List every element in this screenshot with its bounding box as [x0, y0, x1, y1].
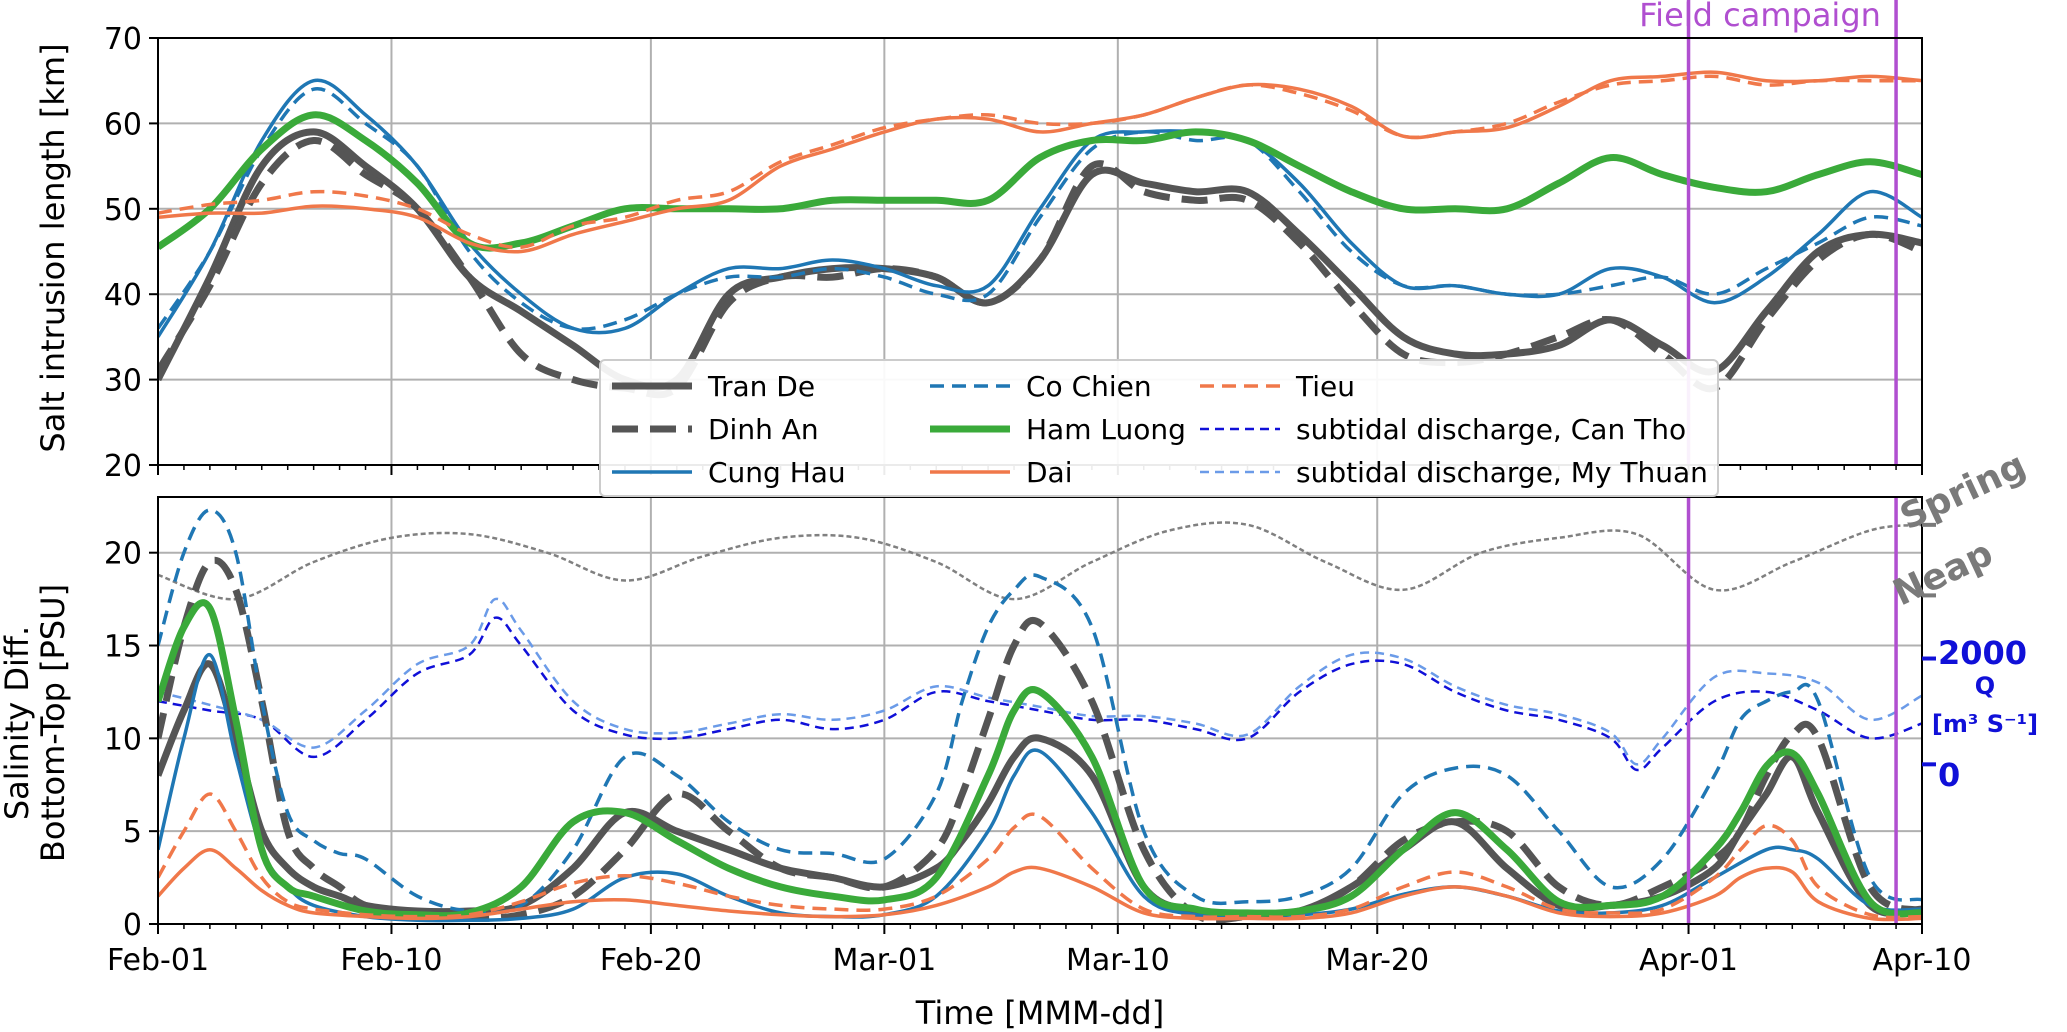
- series-line-ham-luong: [158, 111, 1922, 252]
- y-tick-label: 70: [104, 22, 142, 57]
- y-tick-label: 10: [104, 722, 142, 757]
- top-ylabel: Salt intrusion length [km]: [34, 43, 72, 452]
- series-line-tran-de: [158, 660, 1922, 919]
- series-line-dai: [158, 70, 1922, 254]
- bottom-ylabel-line2: Bottom-Top [PSU]: [34, 584, 72, 862]
- x-tick-label: Feb-20: [600, 943, 702, 978]
- xlabel: Time [MMM-dd]: [915, 994, 1164, 1032]
- series-line-dai: [158, 847, 1922, 922]
- x-tick-label: Feb-10: [340, 943, 442, 978]
- series-line-tieu: [158, 74, 1922, 250]
- bottom-ylabel-line1: Salinity Diff.: [0, 626, 36, 820]
- x-tick-label: Mar-01: [833, 943, 937, 978]
- series-line-ham-luong: [158, 599, 1922, 920]
- series-group: [158, 70, 1922, 399]
- legend-label-subtidal-discharge-can-tho: subtidal discharge, Can Tho: [1296, 413, 1686, 446]
- y-tick-label: 0: [123, 908, 142, 943]
- y-tick-label: 15: [104, 630, 142, 665]
- discharge-tick-high: 2000: [1938, 634, 2027, 672]
- x-tick-label: Feb-01: [107, 943, 209, 978]
- y-tick-label: 40: [104, 278, 142, 313]
- y-tick-label: 5: [123, 815, 142, 850]
- spring-label: Spring: [1894, 445, 2032, 538]
- legend-label-subtidal-discharge-my-thuan: subtidal discharge, My Thuan: [1296, 456, 1708, 489]
- series-line-tieu: [158, 792, 1922, 920]
- x-tick-label: Apr-01: [1639, 943, 1738, 978]
- top-panel: 20 30 40 50 60 70: [104, 0, 1923, 484]
- series-line-co-chien: [158, 87, 1922, 331]
- legend-label-dai: Dai: [1026, 456, 1073, 489]
- legend-label-co-chien: Co Chien: [1026, 370, 1152, 403]
- series-line-cung-hau: [158, 653, 1922, 923]
- discharge-tick-low: 0: [1938, 756, 1960, 794]
- series-line-subtidal-discharge-can-tho: [158, 616, 1922, 772]
- y-tick-label: 50: [104, 193, 142, 228]
- y-tick-label: 60: [104, 107, 142, 142]
- legend-label-cung-hau: Cung Hau: [708, 456, 846, 489]
- legend-box: [599, 359, 1719, 497]
- x-tick-label: Apr-10: [1873, 943, 1972, 978]
- discharge-label-q: Q: [1975, 672, 1995, 700]
- legend: Tran De Dinh An Cung Hau Co Chien Ham Luong D…: [599, 359, 1719, 497]
- series-line-dinh-an: [158, 556, 1922, 924]
- y-tick-label: 20: [104, 537, 142, 572]
- series-group: [158, 508, 1922, 924]
- x-tick-label: Mar-10: [1066, 943, 1170, 978]
- series-line-subtidal-discharge-my-thuan: [158, 597, 1922, 766]
- y-tick-label: 30: [104, 364, 142, 399]
- field-campaign-label: Field campaign: [1639, 0, 1881, 34]
- series-line-co-chien: [158, 508, 1922, 915]
- neap-label: Neap: [1887, 533, 1999, 614]
- bottom-panel: 0 5 10 15 20 Feb-01 Feb-10 Feb-20 Mar-01 Mar-10 Ma…: [104, 496, 1972, 978]
- discharge-label-unit: [m³ S⁻¹]: [1932, 710, 2038, 738]
- x-tick-label: Mar-20: [1325, 943, 1429, 978]
- y-tick-label: 20: [104, 449, 142, 484]
- legend-label-ham-luong: Ham Luong: [1026, 413, 1186, 446]
- series-line-dinh-an: [158, 137, 1922, 399]
- axes-frame: [157, 496, 1923, 925]
- series-line-spring-neap: [158, 521, 1922, 601]
- legend-label-tieu: Tieu: [1295, 370, 1355, 403]
- legend-label-tran-de: Tran De: [707, 370, 815, 403]
- legend-label-dinh-an: Dinh An: [708, 413, 819, 446]
